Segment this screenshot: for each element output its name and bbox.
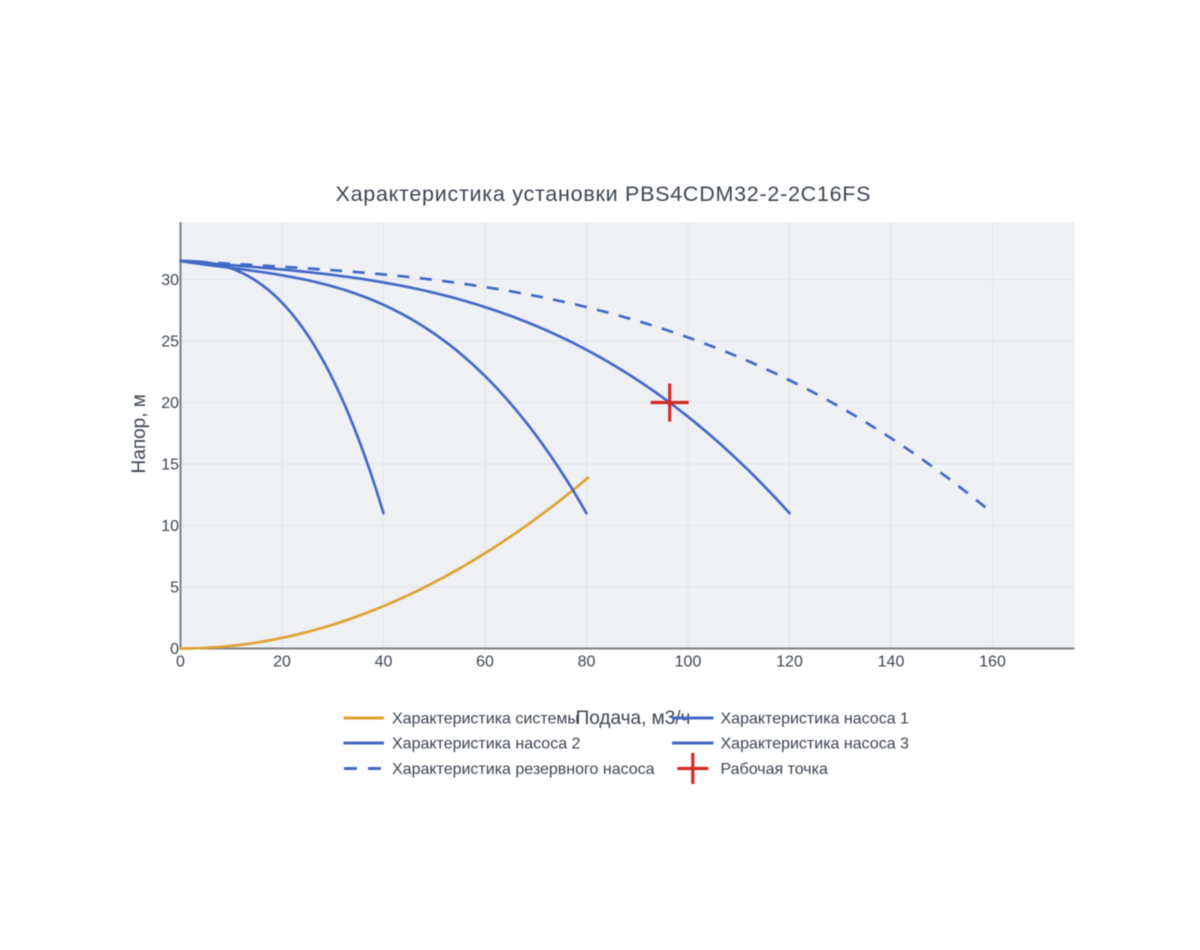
svg-text:Подача, м3/ч: Подача, м3/ч <box>576 708 691 729</box>
svg-text:Характеристика системы: Характеристика системы <box>392 711 579 728</box>
svg-text:Характеристика насоса 1: Характеристика насоса 1 <box>721 711 910 728</box>
svg-text:Характеристика резервного насо: Характеристика резервного насоса <box>392 761 655 778</box>
svg-text:80: 80 <box>578 654 596 671</box>
svg-text:0: 0 <box>170 641 179 658</box>
svg-text:100: 100 <box>675 654 702 671</box>
svg-text:Характеристика насоса 2: Характеристика насоса 2 <box>392 736 581 753</box>
svg-text:20: 20 <box>273 654 291 671</box>
svg-text:20: 20 <box>161 395 179 412</box>
svg-text:120: 120 <box>776 654 803 671</box>
svg-text:40: 40 <box>375 654 393 671</box>
svg-text:Характеристика насоса 3: Характеристика насоса 3 <box>721 736 910 753</box>
svg-text:160: 160 <box>979 654 1006 671</box>
svg-text:Рабочая точка: Рабочая точка <box>721 761 828 778</box>
svg-text:15: 15 <box>161 457 179 474</box>
svg-text:5: 5 <box>170 580 179 597</box>
svg-text:Характеристика установки PBS4C: Характеристика установки PBS4CDM32-2-2C1… <box>336 182 871 206</box>
svg-text:Напор, м: Напор, м <box>129 394 150 473</box>
svg-text:10: 10 <box>161 518 179 535</box>
svg-text:0: 0 <box>176 654 185 671</box>
svg-text:30: 30 <box>161 272 179 289</box>
svg-text:60: 60 <box>476 654 494 671</box>
svg-text:140: 140 <box>878 654 905 671</box>
svg-text:25: 25 <box>161 334 179 351</box>
